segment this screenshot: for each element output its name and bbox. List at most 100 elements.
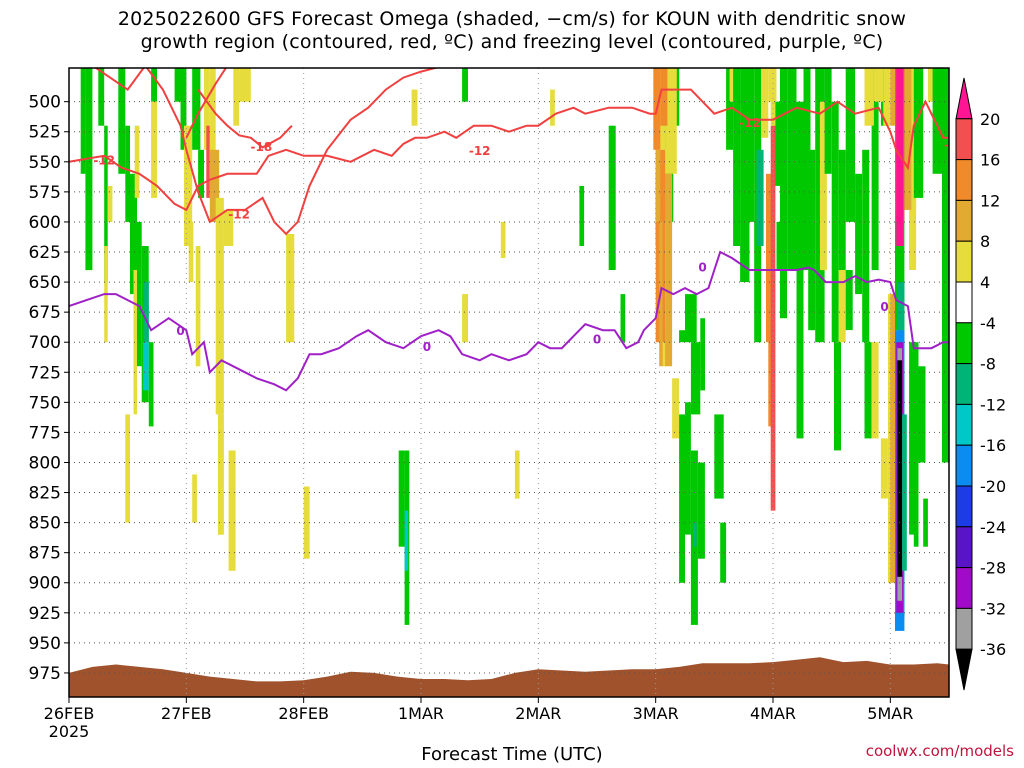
colorbar-label: -4 bbox=[980, 314, 996, 333]
colorbar-label: 20 bbox=[980, 110, 1000, 129]
y-tick-label: 900 bbox=[29, 574, 61, 594]
omega-cell bbox=[720, 522, 727, 583]
colorbar-segment bbox=[955, 526, 973, 569]
omega-cell bbox=[871, 342, 879, 439]
colorbar-segment bbox=[955, 403, 973, 446]
omega-cell bbox=[104, 125, 108, 282]
omega-cell bbox=[665, 68, 677, 174]
contour-label: 0 bbox=[593, 333, 601, 347]
x-tick-label: 2MAR bbox=[515, 704, 561, 723]
omega-cell bbox=[766, 173, 773, 343]
omega-cell bbox=[134, 125, 140, 198]
omega-cell bbox=[824, 68, 832, 174]
omega-cell bbox=[620, 294, 626, 343]
omega-cell bbox=[770, 77, 776, 126]
contour-label: -12 bbox=[93, 153, 115, 167]
y-tick-label: 575 bbox=[29, 183, 61, 203]
contour-label: 0 bbox=[698, 260, 706, 274]
colorbar-label: -8 bbox=[980, 355, 996, 374]
omega-cell bbox=[690, 342, 701, 415]
y-tick-label: 850 bbox=[29, 514, 61, 534]
omega-cell bbox=[151, 68, 157, 102]
omega-cell bbox=[184, 209, 193, 246]
y-tick-label: 975 bbox=[29, 664, 61, 684]
omega-cell bbox=[855, 173, 863, 295]
chart-title-line-1: 2025022600 GFS Forecast Omega (shaded, −… bbox=[117, 8, 907, 30]
omega-cell bbox=[897, 282, 905, 367]
omega-cell bbox=[107, 185, 113, 222]
omega-cell bbox=[918, 366, 926, 463]
contour-label: -18 bbox=[251, 140, 273, 154]
omega-shading-layer bbox=[80, 68, 949, 631]
colorbar-segment bbox=[955, 322, 973, 365]
omega-cell bbox=[151, 101, 157, 198]
y-tick-label: 600 bbox=[29, 213, 61, 233]
colorbar-label: 4 bbox=[980, 273, 990, 292]
chart-title-line-2: growth region (contoured, red, ºC) and f… bbox=[140, 31, 884, 53]
omega-cell bbox=[218, 414, 224, 535]
omega-cell bbox=[550, 89, 555, 126]
x-tick-label: 4MAR bbox=[750, 704, 796, 723]
x-tick-label: 1MAR bbox=[398, 704, 444, 723]
omega-cell bbox=[188, 221, 194, 282]
omega-cell bbox=[773, 101, 780, 186]
colorbar-cap-top bbox=[955, 77, 973, 120]
omega-cell bbox=[133, 270, 137, 415]
omega-cell bbox=[286, 234, 295, 343]
omega-cell bbox=[203, 68, 210, 150]
omega-cell bbox=[913, 68, 924, 198]
omega-cell bbox=[209, 149, 220, 222]
colorbar-segment bbox=[955, 240, 973, 283]
omega-cell bbox=[803, 68, 811, 271]
colorbar-segment bbox=[955, 159, 973, 201]
omega-cell bbox=[845, 270, 853, 331]
omega-cell bbox=[404, 510, 409, 571]
y-tick-label: 500 bbox=[29, 93, 61, 113]
colorbar-label: 16 bbox=[980, 151, 1000, 170]
y-tick-label: 775 bbox=[29, 423, 61, 443]
y-tick-label: 525 bbox=[29, 123, 61, 143]
omega-cell bbox=[500, 221, 506, 258]
colorbar-segment bbox=[955, 118, 973, 161]
omega-cell bbox=[233, 68, 240, 126]
omega-cell bbox=[665, 173, 673, 367]
omega-cell bbox=[125, 414, 130, 523]
credit-text: coolwx.com/models bbox=[865, 742, 1014, 760]
omega-cell bbox=[215, 197, 224, 415]
omega-cell bbox=[125, 125, 130, 222]
y-tick-label: 550 bbox=[29, 153, 61, 173]
omega-cell bbox=[411, 89, 418, 126]
omega-cell bbox=[180, 68, 187, 150]
omega-cell bbox=[733, 68, 741, 246]
y-tick-label: 725 bbox=[29, 363, 61, 383]
omega-cell bbox=[864, 68, 874, 126]
omega-cell bbox=[144, 282, 149, 343]
omega-cell bbox=[932, 68, 942, 174]
omega-cell bbox=[80, 68, 86, 174]
omega-cell bbox=[880, 438, 888, 499]
x-tick-label: 5MAR bbox=[867, 704, 913, 723]
freezing-level-contour bbox=[69, 250, 949, 392]
colorbar-segment bbox=[955, 444, 973, 487]
omega-cell bbox=[871, 68, 879, 271]
omega-cell bbox=[845, 68, 856, 222]
y-tick-label: 800 bbox=[29, 453, 61, 473]
x-axis-title: Forecast Time (UTC) bbox=[421, 744, 603, 765]
dendritic-contour-minus12 bbox=[69, 88, 949, 212]
omega-cell bbox=[838, 149, 846, 271]
omega-cell bbox=[192, 474, 197, 523]
omega-cell bbox=[142, 342, 149, 391]
omega-cell bbox=[883, 68, 891, 126]
omega-cell bbox=[808, 149, 816, 331]
colorbar-label: 8 bbox=[980, 232, 990, 251]
colorbar-label: -32 bbox=[980, 599, 1006, 618]
colorbar-segment bbox=[955, 567, 973, 609]
terrain-surface bbox=[69, 657, 949, 697]
omega-cell bbox=[679, 330, 685, 343]
contour-label: 0 bbox=[176, 324, 184, 338]
colorbar-label: -12 bbox=[980, 395, 1006, 414]
omega-cell bbox=[873, 68, 884, 102]
omega-cell bbox=[700, 318, 705, 391]
omega-cell bbox=[834, 342, 841, 451]
